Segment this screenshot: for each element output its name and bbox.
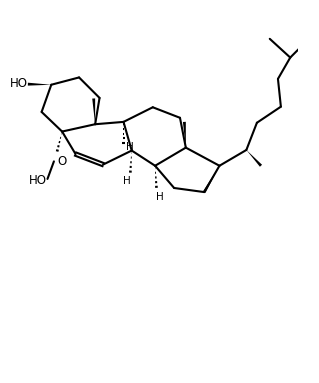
Polygon shape: [92, 98, 95, 124]
Text: H: H: [156, 192, 163, 201]
Text: H: H: [123, 176, 131, 186]
Text: O: O: [57, 155, 67, 169]
Text: HO: HO: [29, 174, 47, 187]
Text: HO: HO: [10, 77, 28, 90]
Polygon shape: [246, 150, 262, 167]
Polygon shape: [183, 122, 186, 147]
Text: H: H: [126, 142, 134, 152]
Polygon shape: [28, 83, 51, 86]
Polygon shape: [203, 166, 219, 193]
